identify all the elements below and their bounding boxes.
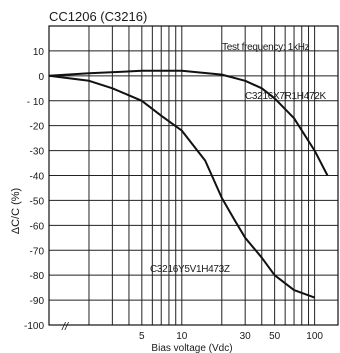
y-tick-label: -50: [30, 196, 45, 207]
x-tick-label: 50: [269, 331, 281, 342]
y-tick-label: -90: [30, 296, 45, 307]
grid: [49, 26, 338, 325]
y-tick-label: -20: [30, 122, 45, 133]
series-label-x7r: C3216X7R1H472K: [245, 91, 326, 102]
series-layer: [48, 69, 329, 299]
x-tick-label: 30: [240, 331, 252, 342]
test-frequency-annotation: Test frequency: 1kHz: [222, 42, 310, 53]
y-axis-label: ΔC/C (%): [10, 188, 22, 234]
y-tick-label: -40: [30, 172, 45, 183]
chart-title: CC1206 (C3216): [49, 9, 147, 24]
y-tick-label: -80: [30, 271, 45, 282]
y-tick-label: -100: [24, 321, 44, 332]
x-axis-label: Bias voltage (Vdc): [151, 343, 232, 353]
y-tick-label: - 10: [27, 97, 45, 108]
series-line-x7r: [48, 69, 329, 176]
y-tick-label: -70: [30, 246, 45, 257]
x-tick-label: 5: [139, 331, 145, 342]
y-tick-label: 10: [33, 47, 45, 58]
series-line-y5v: [48, 74, 315, 299]
y-tick-label: -60: [30, 221, 45, 232]
x-tick-label: 10: [176, 331, 188, 342]
series-label-y5v: C3216Y5V1H473Z: [150, 264, 230, 275]
x-tick-label: 100: [306, 331, 323, 342]
axis-break-mark: //: [61, 321, 69, 333]
y-tick-label: -30: [30, 147, 45, 158]
y-tick-label: 0: [38, 72, 44, 83]
plot-frame: [48, 25, 339, 326]
